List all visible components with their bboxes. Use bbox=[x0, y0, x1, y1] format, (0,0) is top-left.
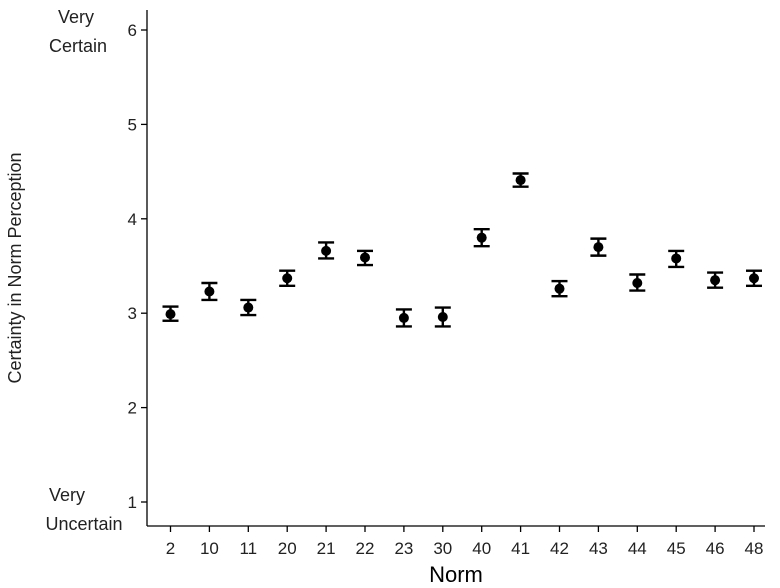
data-points bbox=[165, 175, 759, 323]
data-point bbox=[593, 242, 604, 253]
x-tick-label: 10 bbox=[200, 539, 219, 558]
data-point bbox=[165, 309, 176, 320]
data-point bbox=[671, 253, 682, 264]
y-tick-label: 3 bbox=[128, 304, 137, 323]
x-tick-label: 45 bbox=[667, 539, 686, 558]
data-point bbox=[515, 175, 526, 186]
x-tick-label: 30 bbox=[433, 539, 452, 558]
x-tick-label: 46 bbox=[706, 539, 725, 558]
x-tick-label: 20 bbox=[278, 539, 297, 558]
y-tick-label: 1 bbox=[128, 493, 137, 512]
data-point bbox=[282, 273, 293, 284]
x-tick-label: 41 bbox=[511, 539, 530, 558]
x-tick-label: 21 bbox=[317, 539, 336, 558]
x-tick-label: 23 bbox=[394, 539, 413, 558]
y-axis-label: Certainty in Norm Perception bbox=[5, 152, 25, 383]
x-tick-label: 22 bbox=[356, 539, 375, 558]
data-point bbox=[204, 286, 215, 297]
x-tick-label: 43 bbox=[589, 539, 608, 558]
y-ticks: 1 2 3 4 5 6 bbox=[128, 21, 147, 512]
data-point bbox=[749, 273, 759, 284]
y-tick-label: 2 bbox=[128, 399, 137, 418]
y-tick-label: 6 bbox=[128, 21, 137, 40]
data-point bbox=[710, 275, 721, 286]
error-bars bbox=[162, 172, 762, 328]
x-tick-label: 42 bbox=[550, 539, 569, 558]
data-point bbox=[476, 232, 487, 243]
x-axis-label: Norm bbox=[429, 562, 483, 587]
data-point bbox=[554, 283, 565, 294]
axes bbox=[146, 10, 765, 527]
data-point bbox=[360, 252, 370, 263]
x-tick-label: 2 bbox=[166, 539, 175, 558]
data-point bbox=[437, 311, 448, 322]
annotation-very-certain-line2: Certain bbox=[49, 36, 107, 56]
x-tick-label: 11 bbox=[239, 539, 257, 558]
x-tick-label: 44 bbox=[628, 539, 647, 558]
x-ticks: 2 10 11 20 21 22 23 30 40 41 42 43 44 45 46 48 bbox=[166, 526, 764, 558]
data-point bbox=[398, 312, 409, 323]
annotation-very-uncertain-line2: Uncertain bbox=[45, 514, 122, 534]
data-point bbox=[243, 302, 254, 313]
data-point bbox=[321, 245, 332, 256]
annotation-very-uncertain-line1: Very bbox=[49, 485, 85, 505]
data-point bbox=[632, 277, 643, 288]
y-tick-label: 5 bbox=[128, 115, 137, 134]
y-tick-label: 4 bbox=[128, 210, 137, 229]
x-tick-label: 48 bbox=[745, 539, 764, 558]
x-tick-label: 40 bbox=[472, 539, 491, 558]
annotation-very-certain-line1: Very bbox=[58, 7, 94, 27]
